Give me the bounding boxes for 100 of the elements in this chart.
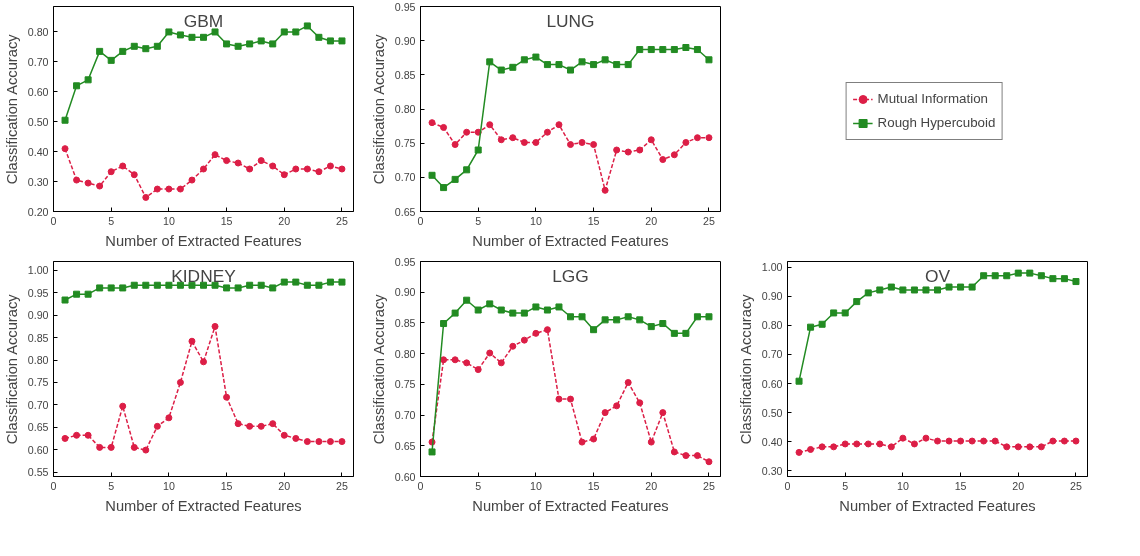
x-tick-label: 0 xyxy=(50,214,57,227)
point xyxy=(246,422,254,430)
point xyxy=(153,185,161,193)
point xyxy=(532,53,540,61)
point xyxy=(153,422,161,430)
y-tick-label: 0.40 xyxy=(761,435,783,448)
point xyxy=(269,40,277,48)
point xyxy=(647,46,655,54)
x-axis-title: Number of Extracted Features xyxy=(472,497,669,514)
point xyxy=(578,438,586,446)
y-tick-label: 0.65 xyxy=(394,439,416,452)
point xyxy=(96,443,104,451)
y-tick-label: 1.00 xyxy=(761,261,783,274)
x-tick-label: 5 xyxy=(108,214,115,227)
point xyxy=(165,185,173,193)
point xyxy=(338,165,346,173)
point xyxy=(142,281,150,289)
point xyxy=(853,298,861,306)
point xyxy=(486,349,494,357)
point xyxy=(945,437,953,445)
point xyxy=(693,46,701,54)
point xyxy=(474,366,482,374)
point xyxy=(922,434,930,442)
y-tick-label: 0.70 xyxy=(761,348,783,361)
point xyxy=(315,438,323,446)
point xyxy=(257,281,265,289)
point xyxy=(624,148,632,156)
point xyxy=(818,320,826,328)
x-tick-label: 20 xyxy=(278,214,291,227)
point xyxy=(315,281,323,289)
point xyxy=(326,438,334,446)
point xyxy=(61,296,69,304)
y-tick-label: 0.90 xyxy=(27,309,49,322)
point xyxy=(578,58,586,66)
y-axis-title: Classification Accuracy xyxy=(3,33,20,185)
x-axis-title: Number of Extracted Features xyxy=(472,232,669,249)
point xyxy=(326,278,334,286)
point xyxy=(315,168,323,176)
point xyxy=(567,313,574,321)
point xyxy=(269,162,277,170)
point xyxy=(440,356,448,364)
y-tick-label: 0.20 xyxy=(27,205,49,218)
point xyxy=(153,281,161,289)
point xyxy=(887,443,895,451)
y-tick-label: 0.70 xyxy=(394,171,416,184)
y-tick-label: 0.50 xyxy=(27,115,49,128)
point xyxy=(520,309,528,317)
point xyxy=(280,171,288,179)
point xyxy=(532,303,540,311)
y-tick-label: 0.85 xyxy=(394,316,416,329)
point xyxy=(567,141,574,149)
y-tick-label: 0.65 xyxy=(394,205,416,218)
point xyxy=(980,437,988,445)
y-tick-label: 0.80 xyxy=(394,347,416,360)
point xyxy=(497,306,505,314)
point xyxy=(555,61,563,69)
y-tick-label: 0.30 xyxy=(27,175,49,188)
point xyxy=(497,66,505,74)
point xyxy=(119,47,127,55)
point xyxy=(474,146,482,154)
point xyxy=(555,395,563,403)
point xyxy=(1003,272,1011,280)
point xyxy=(590,326,598,334)
y-tick-label: 0.75 xyxy=(394,378,416,391)
point xyxy=(980,272,988,280)
point xyxy=(636,399,644,407)
x-axis-title: Number of Extracted Features xyxy=(105,232,302,249)
point xyxy=(1049,437,1057,445)
x-tick-label: 0 xyxy=(417,479,424,492)
point xyxy=(624,379,632,387)
point xyxy=(590,141,598,149)
point xyxy=(280,431,288,439)
x-tick-label: 20 xyxy=(645,479,658,492)
point xyxy=(968,437,976,445)
point xyxy=(315,33,323,41)
point xyxy=(991,272,999,280)
point xyxy=(795,448,803,456)
point xyxy=(73,431,81,439)
point xyxy=(257,422,265,430)
point xyxy=(957,283,965,291)
point xyxy=(520,138,528,146)
point xyxy=(682,44,690,51)
y-tick-label: 0.70 xyxy=(27,398,49,411)
point xyxy=(440,184,448,192)
point xyxy=(991,437,999,445)
point xyxy=(188,176,196,184)
y-tick-label: 0.95 xyxy=(27,286,49,299)
point xyxy=(107,284,115,292)
point xyxy=(130,42,138,50)
x-tick-label: 5 xyxy=(842,479,849,492)
y-tick-label: 0.90 xyxy=(394,286,416,299)
point xyxy=(509,134,517,142)
point xyxy=(246,281,254,289)
point xyxy=(1072,278,1080,286)
point xyxy=(899,434,907,442)
point xyxy=(234,420,242,428)
point xyxy=(200,165,207,173)
point xyxy=(509,309,517,317)
point xyxy=(84,431,92,439)
y-tick-label: 0.70 xyxy=(394,409,416,422)
